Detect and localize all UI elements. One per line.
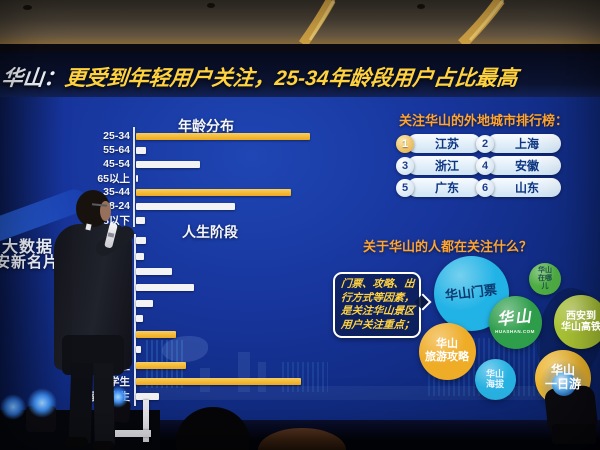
callout-line: 门票、攻略、出	[340, 278, 416, 290]
ceiling-gold-curves	[298, 0, 505, 48]
skyline-statue-watermark	[162, 336, 208, 362]
bar	[136, 330, 176, 338]
presenter	[50, 185, 160, 450]
callout-box: 门票、攻略、出 行方式等因素， 是关注华山景区 用户关注重点；	[333, 272, 421, 338]
rank-item: 2 上海	[476, 134, 561, 153]
bar	[136, 216, 145, 224]
age-chart-axis	[133, 127, 135, 227]
rank-city: 上海	[487, 134, 561, 153]
callout-line: 是关注华山景区	[340, 305, 416, 317]
bar	[136, 362, 186, 370]
bar	[136, 252, 145, 260]
ranking-heading: 关注华山的外地城市排行榜：	[399, 113, 569, 128]
bubble-sublabel: HUASHAN.COM	[495, 329, 535, 335]
bar	[136, 299, 153, 307]
bar-label: 25-34	[103, 130, 130, 142]
keyword-bubble: 华山门票	[433, 255, 509, 331]
bubble-label: 华山	[496, 307, 534, 329]
bubble-shine	[529, 263, 561, 295]
bar	[136, 146, 147, 154]
skyline-tower-watermark	[258, 362, 266, 392]
floor-tape-mark	[143, 400, 149, 442]
focus-heading: 关于华山的人都在关注什么？	[363, 239, 533, 254]
presenter-shoe	[64, 437, 88, 447]
rank-city: 山东	[487, 178, 561, 197]
stage-light-glow	[0, 394, 26, 420]
bar	[136, 188, 291, 196]
rank-number: 3	[396, 156, 414, 175]
rank-city: 江苏	[407, 134, 481, 153]
bar	[136, 377, 301, 385]
moving-head-light-lens	[552, 372, 576, 396]
rank-city: 广东	[407, 178, 481, 197]
bar	[136, 268, 173, 276]
bar-label: 65以上	[97, 172, 130, 185]
lifestage-chart-axis	[134, 234, 136, 406]
age-bar-row: 45-54	[86, 157, 201, 171]
slide-title-band: 华山：更受到年轻用户关注，25-34年龄段用户占比最高	[0, 52, 600, 97]
bar-label: 55-64	[103, 144, 130, 156]
rank-city: 安徽	[487, 156, 561, 175]
screen-left-shade	[0, 97, 64, 427]
age-bar-row: 25-34	[86, 129, 310, 143]
rank-item: 5 广东	[396, 178, 481, 197]
rank-number: 5	[396, 178, 414, 197]
age-chart-title: 年龄分布	[178, 118, 234, 134]
presenter-face	[100, 201, 111, 221]
bar-label: 45-54	[103, 158, 130, 170]
rank-number: 6	[476, 178, 494, 197]
backdrop-text-line1: 大数据	[2, 239, 54, 256]
bubble-shine	[433, 255, 509, 331]
bar	[136, 393, 160, 401]
audience-head	[258, 428, 346, 450]
ranking-list: 1 江苏 2 上海 3 浙江 4 安徽 5 广东 6 山东	[0, 52, 600, 252]
backdrop-text-line2: 安新名片	[0, 254, 60, 271]
presenter-shoe	[92, 441, 114, 450]
age-chart: 25-34 55-64 45-54 65以上 35-44 18-24 18以下	[86, 129, 426, 229]
bubble-label: 华山 在哪 儿	[538, 266, 552, 291]
age-bar-row: 35-44	[86, 185, 291, 199]
equalizer-deco	[428, 338, 543, 396]
rank-item: 1 江苏	[396, 134, 481, 153]
bar	[136, 132, 310, 140]
bar	[136, 174, 138, 182]
skyline-band-watermark	[140, 386, 580, 400]
rank-number: 2	[476, 134, 494, 153]
bubble-label: 华山门票	[444, 281, 498, 303]
age-bar-row: 55-64	[86, 143, 147, 157]
rank-number: 1	[396, 134, 414, 153]
rank-number: 4	[476, 156, 494, 175]
ceiling-light-dot	[417, 4, 425, 9]
bar	[136, 237, 146, 245]
presenter-leg	[68, 362, 94, 444]
rank-item: 3 浙江	[396, 156, 481, 175]
stage-light-glow	[27, 388, 57, 418]
bar	[136, 346, 141, 354]
rank-item: 6 山东	[476, 178, 561, 197]
rank-item: 4 安徽	[476, 156, 561, 175]
age-bar-row: 65以上	[86, 171, 138, 185]
keyword-bubble: 华山 在哪 儿	[529, 263, 561, 295]
callout-line: 用户关注重点；	[340, 318, 416, 331]
callout-line: 行方式等因素，	[340, 291, 416, 304]
presenter-leg	[93, 362, 115, 446]
bar	[136, 160, 201, 168]
ceiling	[0, 0, 600, 48]
rank-city: 浙江	[407, 156, 481, 175]
equalizer-deco	[282, 362, 328, 392]
bar	[136, 315, 143, 323]
bar	[136, 202, 236, 210]
lifestage-chart-title: 人生阶段	[182, 224, 238, 240]
floor-tape-mark	[115, 430, 151, 437]
bar	[136, 284, 194, 292]
ceiling-screen-gap	[0, 44, 600, 52]
ceiling-light-dot	[23, 5, 32, 10]
ceiling-light-dot	[207, 3, 215, 8]
moving-head-light-base	[552, 424, 596, 444]
bar-label: 35-44	[103, 186, 130, 198]
